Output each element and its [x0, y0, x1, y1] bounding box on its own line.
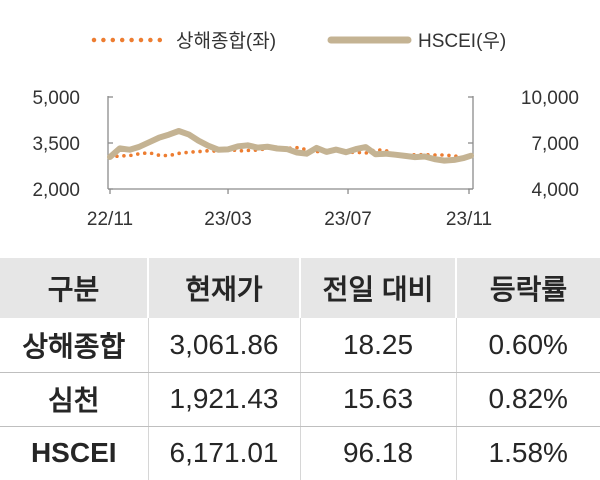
index-quote-table: 구분 현재가 전일 대비 등락률 상해종합 3,061.86 18.25 0.6…: [0, 258, 600, 480]
y-right-tick-label: 4,000: [531, 180, 579, 201]
header-current-price: 현재가: [148, 258, 301, 318]
y-right-tick-label: 7,000: [531, 134, 579, 155]
x-tick-label: 22/11: [87, 209, 133, 230]
index-line-chart: 상해종합(좌) HSCEI(우) 5,000 3,500 2,000 10,000 7,…: [32, 30, 579, 230]
row-change: 18.25: [300, 318, 457, 373]
x-tick-label: 23/07: [324, 209, 372, 230]
row-change: 15.63: [300, 372, 457, 427]
header-category: 구분: [0, 258, 149, 318]
axis-ticks: 5,000 3,500 2,000 10,000 7,000 4,000 22/11 23/0…: [32, 88, 579, 230]
row-change-rate: 0.82%: [456, 372, 600, 427]
row-change-rate: 0.60%: [456, 318, 600, 373]
table-row: 상해종합 3,061.86 18.25 0.60%: [0, 318, 600, 373]
table-row: HSCEI 6,171.01 96.18 1.58%: [0, 426, 600, 480]
legend: 상해종합(좌) HSCEI(우): [91, 30, 506, 52]
row-name: HSCEI: [0, 426, 149, 480]
row-change-rate: 1.58%: [488, 437, 568, 469]
y-right-tick-label: 10,000: [521, 88, 579, 109]
legend-label-shanghai-composite: 상해종합(좌): [176, 30, 276, 52]
y-left-tick-label: 5,000: [32, 88, 80, 109]
row-change: 96.18: [300, 426, 457, 480]
table-header-row: 구분 현재가 전일 대비 등락률: [0, 258, 600, 318]
row-current-price: 3,061.86: [148, 318, 301, 373]
axes: [107, 96, 474, 190]
header-change-rate: 등락률: [456, 258, 600, 318]
plot-area: [107, 128, 474, 164]
row-name: 심천: [0, 372, 149, 427]
legend-label-hscei: HSCEI(우): [418, 31, 506, 52]
table-row: 심천 1,921.43 15.63 0.82%: [0, 372, 600, 427]
y-left-tick-label: 3,500: [32, 134, 80, 155]
header-change: 전일 대비: [300, 258, 457, 318]
y-left-tick-label: 2,000: [32, 180, 80, 201]
hscei-line: [107, 128, 474, 164]
row-name: 상해종합: [0, 318, 149, 373]
row-current-price: 6,171.01: [148, 426, 301, 480]
row-current-price: 1,921.43: [148, 372, 301, 427]
x-tick-label: 23/11: [446, 209, 492, 230]
x-tick-label: 23/03: [204, 209, 252, 230]
